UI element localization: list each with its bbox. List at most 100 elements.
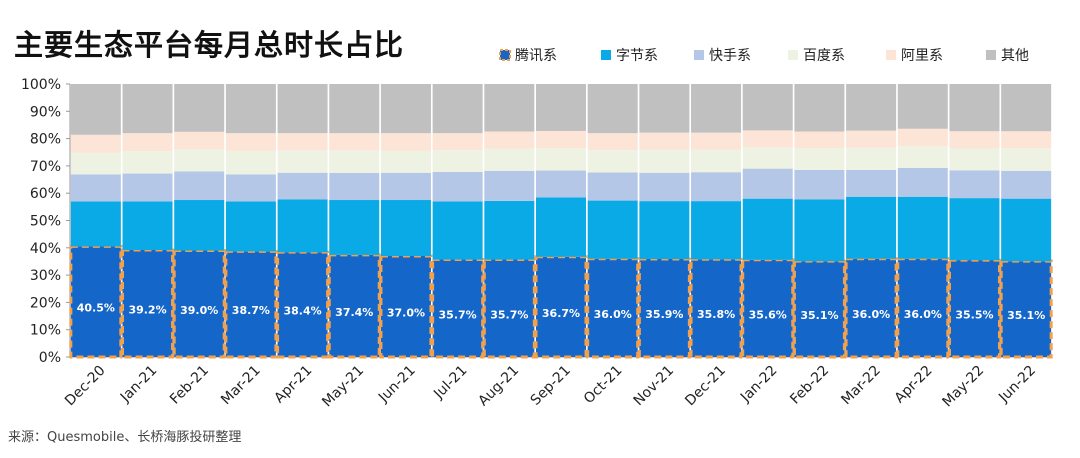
bar-segment bbox=[639, 201, 690, 259]
bar-segment bbox=[691, 149, 742, 173]
bar-segment bbox=[639, 172, 690, 202]
x-tick-label: Mar-21 bbox=[218, 363, 264, 409]
bar-stack bbox=[327, 84, 381, 359]
y-tick-label: 50% bbox=[30, 214, 61, 230]
bar-segment bbox=[174, 200, 225, 251]
bar-segment bbox=[846, 196, 897, 259]
bar-segment bbox=[846, 169, 897, 197]
bar-segment bbox=[432, 133, 483, 151]
legend-label: 百度系 bbox=[803, 48, 845, 64]
legend-item: 百度系 bbox=[788, 48, 845, 64]
bar-stack bbox=[844, 84, 898, 359]
bar-segment bbox=[432, 171, 483, 202]
bar-stack bbox=[534, 84, 588, 359]
x-tick-label: Jun-21 bbox=[375, 363, 419, 407]
data-label: 35.1% bbox=[1007, 309, 1045, 322]
bar-segment bbox=[897, 167, 948, 197]
legend-label: 腾讯系 bbox=[515, 47, 557, 64]
data-label: 35.7% bbox=[439, 308, 477, 321]
bar-segment bbox=[431, 258, 485, 359]
bar-segment bbox=[277, 172, 328, 200]
bar-segment bbox=[587, 84, 638, 134]
data-label: 36.0% bbox=[852, 308, 890, 321]
bar-segment bbox=[174, 84, 225, 132]
y-tick-label: 70% bbox=[30, 159, 61, 175]
bar-segment bbox=[534, 255, 588, 359]
bar-stack bbox=[69, 84, 123, 359]
bar-segment bbox=[536, 197, 586, 257]
bar-segment bbox=[329, 84, 380, 134]
legend-swatch bbox=[601, 50, 611, 60]
x-tick-label: Mar-22 bbox=[838, 363, 884, 409]
bar-segment bbox=[122, 84, 173, 134]
bar-segment bbox=[897, 196, 948, 259]
data-label: 37.0% bbox=[387, 306, 425, 319]
bar-segment bbox=[225, 201, 276, 252]
bar-segment bbox=[794, 148, 845, 170]
bar-segment bbox=[897, 146, 948, 168]
bar-segment bbox=[794, 199, 845, 262]
bar-segment bbox=[1001, 170, 1052, 199]
bar-segment bbox=[742, 84, 793, 131]
bar-segment bbox=[277, 150, 328, 173]
bar-segment bbox=[949, 84, 1000, 132]
legend-label: 快手系 bbox=[709, 48, 751, 64]
bar-segment bbox=[329, 150, 380, 173]
bar-segment bbox=[536, 130, 586, 149]
bar-stack bbox=[947, 84, 1001, 359]
bar-segment bbox=[846, 147, 897, 170]
bar-stack bbox=[741, 84, 795, 359]
bar-stack bbox=[586, 84, 640, 359]
bar-segment bbox=[536, 170, 586, 198]
bar-stack bbox=[896, 84, 950, 359]
bar-stack bbox=[431, 84, 485, 359]
y-tick-label: 80% bbox=[30, 132, 61, 148]
bar-segment bbox=[277, 133, 328, 151]
bar-segment bbox=[639, 84, 690, 133]
x-tick-label: Oct-21 bbox=[581, 363, 626, 408]
bar-segment bbox=[742, 130, 793, 148]
bar-segment bbox=[742, 147, 793, 169]
x-tick-label: Apr-21 bbox=[271, 363, 315, 407]
bar-segment bbox=[172, 249, 226, 359]
bar-segment bbox=[1001, 84, 1052, 132]
x-tick-label: May-22 bbox=[940, 363, 988, 411]
data-label: 35.9% bbox=[645, 308, 683, 321]
legend-swatch bbox=[694, 50, 704, 60]
data-label: 36.7% bbox=[542, 307, 580, 320]
data-label: 37.4% bbox=[335, 306, 373, 319]
bar-segment bbox=[122, 201, 173, 250]
legend-swatch bbox=[499, 49, 511, 61]
bar-segment bbox=[691, 201, 742, 260]
bar-segment bbox=[276, 250, 330, 359]
legend-swatch bbox=[788, 50, 798, 60]
bar-segment bbox=[1001, 198, 1052, 262]
bar-segment bbox=[949, 170, 1000, 199]
bar-stack bbox=[224, 84, 278, 359]
bar-segment bbox=[949, 131, 1000, 149]
bar-segment bbox=[380, 84, 431, 134]
bar-segment bbox=[949, 198, 1000, 261]
bar-segment bbox=[225, 133, 276, 151]
y-tick-label: 40% bbox=[30, 241, 61, 257]
bar-segment bbox=[587, 133, 638, 151]
bar-segment bbox=[70, 174, 121, 202]
legend-label: 字节系 bbox=[616, 48, 658, 64]
legend-item: 其他 bbox=[986, 48, 1029, 64]
bar-stack bbox=[276, 84, 330, 359]
bar-segment bbox=[587, 200, 638, 259]
bar-segment bbox=[949, 148, 1000, 171]
bar-segment bbox=[277, 199, 328, 253]
chart-title: 主要生态平台每月总时长占比 bbox=[14, 28, 405, 62]
bar-segment bbox=[70, 134, 121, 153]
bar-segment bbox=[174, 131, 225, 149]
bar-segment bbox=[691, 172, 742, 202]
source-note: 来源：Quesmobile、长桥海豚投研整理 bbox=[8, 430, 242, 445]
bar-segment bbox=[380, 172, 431, 201]
bar-segment bbox=[999, 259, 1053, 359]
bar-segment bbox=[122, 133, 173, 152]
y-tick-label: 10% bbox=[30, 323, 61, 339]
bar-segment bbox=[122, 173, 173, 202]
bar-segment bbox=[70, 84, 121, 135]
